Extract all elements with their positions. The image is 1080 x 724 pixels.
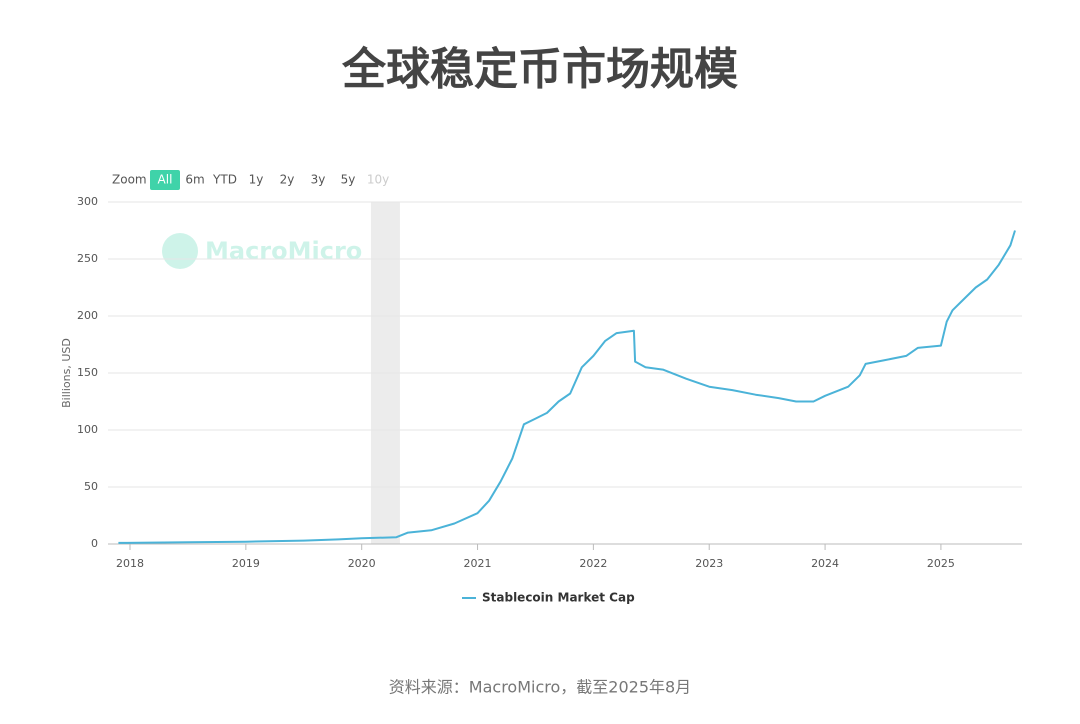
y-tick-label: 300 xyxy=(77,195,98,208)
range-button[interactable]: 2y xyxy=(280,173,295,187)
y-tick-label: 50 xyxy=(84,480,98,493)
range-button-bg xyxy=(150,170,180,190)
x-tick-label: 2023 xyxy=(695,557,723,570)
title: 全球稳定币市场规模 xyxy=(341,44,738,95)
x-tick-label: 2019 xyxy=(232,557,260,570)
watermark-logo xyxy=(162,233,198,269)
y-tick-label: 0 xyxy=(91,537,98,550)
y-tick-label: 250 xyxy=(77,252,98,265)
y-axis-label: Billions, USD xyxy=(60,338,73,408)
range-button[interactable]: 1y xyxy=(249,173,264,187)
y-tick-label: 150 xyxy=(77,366,98,379)
y-tick-label: 200 xyxy=(77,309,98,322)
watermark: MacroMicro xyxy=(162,233,362,269)
legend-label: Stablecoin Market Cap xyxy=(482,591,635,605)
range-button[interactable]: 5y xyxy=(341,173,356,187)
x-tick-label: 2021 xyxy=(464,557,492,570)
range-button[interactable]: 6m xyxy=(185,173,204,187)
range-button[interactable]: YTD xyxy=(212,173,237,187)
x-tick-label: 2018 xyxy=(116,557,144,570)
range-button[interactable]: All xyxy=(158,173,173,187)
x-tick-label: 2025 xyxy=(927,557,955,570)
zoom-label: Zoom xyxy=(112,173,147,187)
series-line xyxy=(118,230,1016,544)
range-button[interactable]: 3y xyxy=(311,173,326,187)
x-tick-label: 2020 xyxy=(348,557,376,570)
y-tick-label: 100 xyxy=(77,423,98,436)
watermark-text: MacroMicro xyxy=(205,237,362,265)
x-tick-label: 2022 xyxy=(579,557,607,570)
range-button: 10y xyxy=(367,173,389,187)
x-tick-label: 2024 xyxy=(811,557,839,570)
source: 资料来源：MacroMicro，截至2025年8月 xyxy=(389,678,691,697)
